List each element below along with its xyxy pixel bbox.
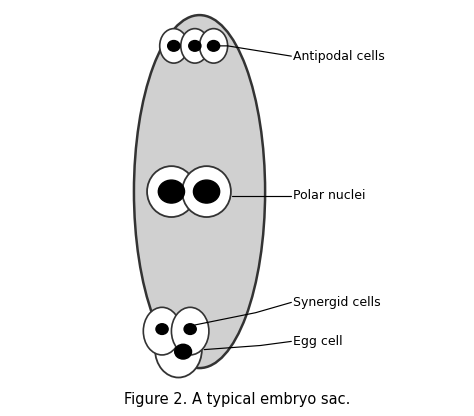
Circle shape: [158, 180, 184, 203]
Text: Polar nuclei: Polar nuclei: [293, 189, 366, 202]
Text: Antipodal cells: Antipodal cells: [293, 50, 385, 63]
Ellipse shape: [182, 166, 231, 217]
Circle shape: [208, 40, 219, 51]
Ellipse shape: [181, 29, 209, 63]
Circle shape: [156, 324, 168, 334]
Circle shape: [168, 40, 180, 51]
Text: Egg cell: Egg cell: [293, 335, 343, 348]
Ellipse shape: [143, 307, 181, 355]
Ellipse shape: [134, 15, 265, 368]
Ellipse shape: [160, 29, 188, 63]
Text: Synergid cells: Synergid cells: [293, 296, 381, 309]
Circle shape: [184, 324, 196, 334]
Ellipse shape: [147, 166, 196, 217]
Circle shape: [175, 344, 191, 359]
Ellipse shape: [172, 307, 209, 355]
Ellipse shape: [200, 29, 228, 63]
Circle shape: [193, 180, 219, 203]
Ellipse shape: [155, 322, 202, 377]
Text: Figure 2. A typical embryo sac.: Figure 2. A typical embryo sac.: [124, 392, 350, 407]
Circle shape: [189, 40, 201, 51]
